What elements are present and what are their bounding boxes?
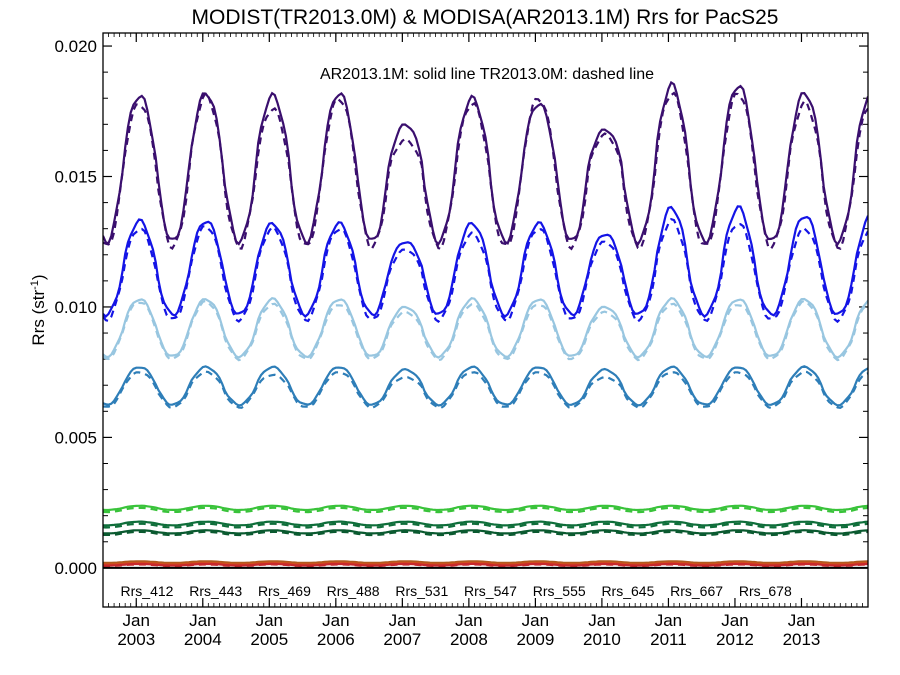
- x-tick-label-year: 2012: [716, 630, 754, 649]
- x-tick-label-year: 2004: [184, 630, 222, 649]
- legend-entry: Rrs_667: [670, 583, 723, 599]
- y-tick-label: 0.020: [54, 37, 97, 56]
- y-axis-label-main: Rrs (str: [29, 290, 48, 346]
- series-line-dashed: [103, 217, 868, 324]
- x-tick-label-year: 2011: [650, 630, 687, 649]
- x-tick-label-month: Jan: [721, 611, 748, 630]
- series-line-dashed: [103, 299, 868, 362]
- x-axis-ticks: Jan2003Jan2004Jan2005Jan2006Jan2007Jan20…: [102, 33, 869, 649]
- series-line-solid: [103, 297, 868, 359]
- series-line-solid: [103, 562, 868, 567]
- x-tick-label-month: Jan: [322, 611, 349, 630]
- legend-entry: Rrs_555: [533, 583, 586, 599]
- y-tick-label: 0.000: [54, 559, 97, 578]
- legend-entry: Rrs_678: [739, 583, 792, 599]
- legend-entry: Rrs_547: [464, 583, 517, 599]
- legend-entry: Rrs_531: [395, 583, 448, 599]
- series-line-dashed: [103, 370, 868, 410]
- series-line-solid: [103, 520, 868, 527]
- series-line-dashed: [103, 530, 868, 537]
- x-tick-label-month: Jan: [123, 611, 150, 630]
- y-axis-ticks: 0.000 0.005 0.010 0.015 0.020: [54, 37, 868, 578]
- x-tick-label-year: 2006: [317, 630, 355, 649]
- x-tick-label-year: 2013: [783, 630, 821, 649]
- legend-entry: Rrs_488: [327, 583, 380, 599]
- series-line-dashed: [103, 506, 868, 514]
- x-tick-label-year: 2008: [450, 630, 488, 649]
- legend-entry: Rrs_443: [189, 583, 242, 599]
- x-tick-label-month: Jan: [256, 611, 283, 630]
- y-axis-label: Rrs (str-1): [29, 274, 48, 345]
- x-tick-label-month: Jan: [455, 611, 482, 630]
- line-style-annotation: AR2013.1M: solid line TR2013.0M: dashed …: [320, 66, 654, 83]
- svg-text:Rrs (str-1): Rrs (str-1): [29, 274, 48, 345]
- series-line-solid: [103, 560, 868, 564]
- x-tick-label-month: Jan: [655, 611, 682, 630]
- y-tick-label: 0.015: [54, 168, 97, 187]
- legend-entry: Rrs_645: [601, 583, 654, 599]
- series-line-solid: [103, 80, 868, 247]
- series-lines: [103, 80, 868, 568]
- x-tick-label-year: 2003: [117, 630, 155, 649]
- x-tick-label-month: Jan: [389, 611, 416, 630]
- y-tick-label: 0.010: [54, 298, 97, 317]
- x-tick-label-month: Jan: [522, 611, 549, 630]
- chart-title: MODIST(TR2013.0M) & MODISA(AR2013.1M) Rr…: [192, 6, 779, 29]
- series-line-solid: [103, 365, 868, 407]
- series-line-solid: [103, 529, 868, 535]
- series-line-dashed: [103, 90, 868, 251]
- series-line-solid: [103, 504, 868, 512]
- series-line-dashed: [103, 522, 868, 529]
- x-tick-label-month: Jan: [588, 611, 615, 630]
- legend-entry: Rrs_412: [121, 583, 174, 599]
- y-axis-label-close: ): [29, 274, 48, 280]
- x-tick-label-month: Jan: [189, 611, 216, 630]
- x-tick-label-month: Jan: [788, 611, 815, 630]
- legend: Rrs_412 Rrs_443 Rrs_469 Rrs_488 Rrs_531 Rrs_5…: [121, 583, 792, 599]
- plot-frame: [102, 32, 869, 608]
- x-tick-label-year: 2009: [516, 630, 554, 649]
- y-axis-label-superscript: -1: [29, 280, 41, 290]
- x-tick-label-year: 2005: [250, 630, 288, 649]
- legend-entry: Rrs_469: [258, 583, 311, 599]
- x-tick-label-year: 2007: [383, 630, 421, 649]
- x-tick-label-year: 2010: [583, 630, 621, 649]
- y-tick-label: 0.005: [54, 428, 97, 447]
- series-line-solid: [103, 205, 868, 319]
